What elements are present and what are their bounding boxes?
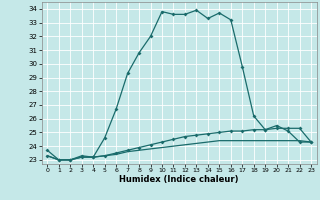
X-axis label: Humidex (Indice chaleur): Humidex (Indice chaleur)	[119, 175, 239, 184]
